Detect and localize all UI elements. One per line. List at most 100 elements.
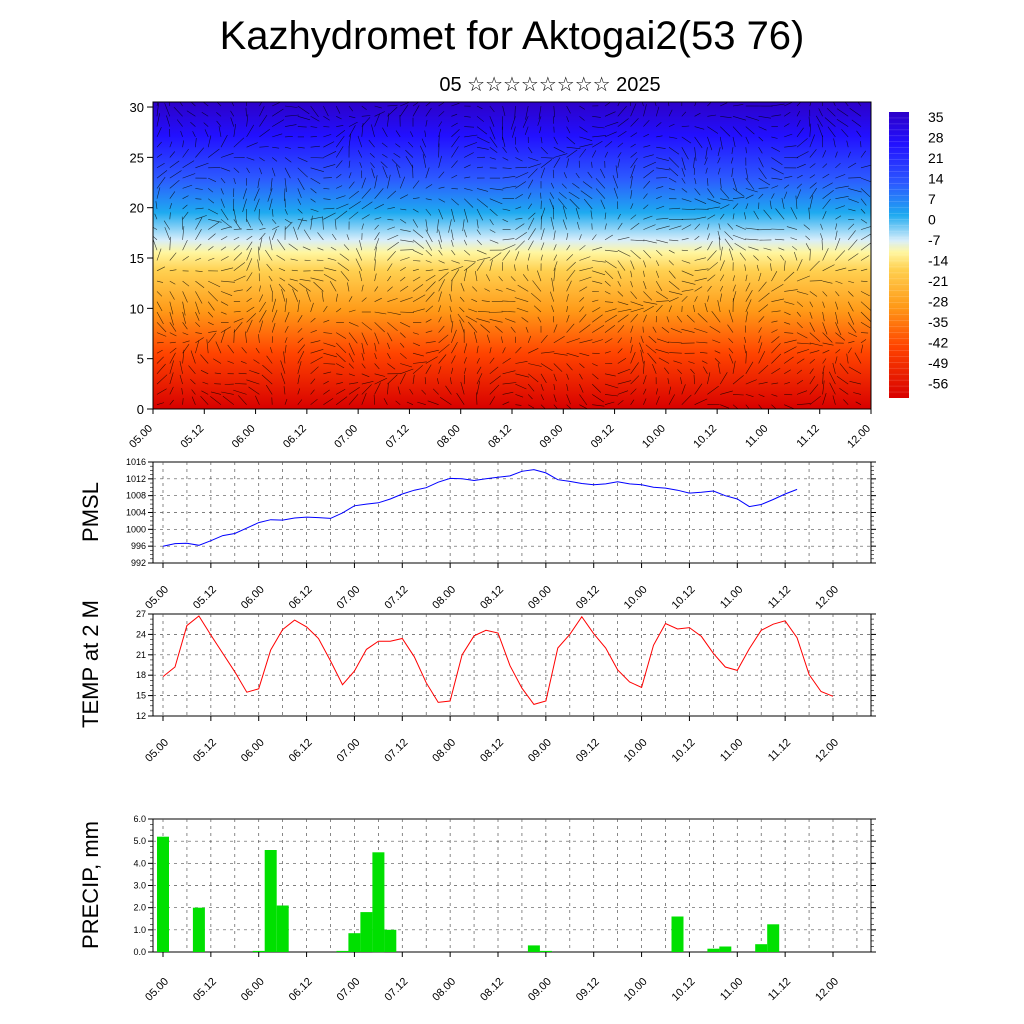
wind-vector <box>374 373 386 377</box>
wind-vector <box>552 205 555 220</box>
wind-vector <box>579 105 585 110</box>
wind-vector <box>720 404 730 409</box>
wind-vector <box>336 185 343 189</box>
wind-vector <box>617 357 627 364</box>
wind-vector <box>860 242 871 251</box>
wind-vector <box>604 324 616 333</box>
x-tick-label: 09.12 <box>574 737 602 765</box>
wind-vector <box>566 280 572 292</box>
wind-vector <box>169 269 177 272</box>
wind-vector <box>438 325 445 333</box>
wind-vector <box>169 372 174 385</box>
wind-vector <box>412 342 421 347</box>
wind-vector <box>182 239 188 251</box>
wind-vector <box>208 257 215 261</box>
wind-vector <box>732 360 736 374</box>
wind-vector <box>425 120 428 127</box>
wind-vector <box>233 244 240 251</box>
wind-vector <box>216 112 222 117</box>
wind-vector <box>758 281 767 292</box>
wind-vector <box>489 105 495 113</box>
wind-vector <box>156 248 162 261</box>
wind-vector <box>395 400 401 405</box>
wind-vector <box>169 291 175 300</box>
wind-vector <box>421 389 427 395</box>
wind-vector <box>720 116 732 119</box>
wind-vector <box>540 146 548 155</box>
wind-vector <box>259 114 268 127</box>
wind-vector <box>233 228 242 230</box>
wind-vector <box>382 127 388 138</box>
wind-vector <box>579 256 591 261</box>
wind-vector <box>827 126 836 138</box>
wind-vector <box>374 377 388 385</box>
x-tick-label: 10.12 <box>670 976 698 1004</box>
wind-vector <box>245 331 247 343</box>
wind-vector <box>566 373 569 380</box>
wind-vector <box>156 153 163 158</box>
wind-vector <box>745 290 753 302</box>
wind-vector <box>849 381 862 385</box>
wind-vector <box>732 284 736 292</box>
wind-vector <box>249 370 260 375</box>
wind-vector <box>323 398 334 405</box>
wind-vector <box>361 188 372 199</box>
wind-vector <box>220 311 227 315</box>
x-tick-label: 11.00 <box>743 423 770 450</box>
wind-vector <box>502 300 516 302</box>
wind-vector <box>195 243 202 251</box>
wind-vector <box>502 147 507 153</box>
wind-vector <box>822 342 834 346</box>
wind-vector <box>668 225 682 230</box>
wind-vector <box>297 350 305 364</box>
wind-vector <box>233 318 244 323</box>
wind-vector <box>832 362 836 374</box>
y-tick-label: 20 <box>130 201 144 216</box>
wind-vector <box>374 113 380 127</box>
wind-vector <box>758 292 770 302</box>
wind-vector <box>259 237 263 251</box>
wind-vector <box>348 394 359 405</box>
wind-vector <box>783 260 786 271</box>
wind-vector <box>451 122 458 127</box>
colorbar-label: -7 <box>928 232 941 248</box>
wind-vector <box>502 176 516 179</box>
wind-vector <box>476 249 487 255</box>
wind-vector <box>451 341 458 354</box>
wind-vector <box>502 370 516 375</box>
wind-vector <box>579 404 589 409</box>
wind-vector <box>658 357 670 364</box>
wind-vector <box>335 105 341 114</box>
wind-vector <box>207 311 214 318</box>
wind-vector <box>805 243 811 251</box>
wind-vector <box>445 385 452 395</box>
wind-vector <box>681 111 687 117</box>
wind-vector <box>809 187 817 199</box>
wind-vector <box>310 302 314 313</box>
wind-vector <box>310 167 324 172</box>
x-tick-label: 11.12 <box>766 976 793 1003</box>
wind-vector <box>369 152 375 158</box>
wind-vector <box>694 102 697 107</box>
y-tick-label: 27 <box>136 609 146 619</box>
wind-vector <box>468 308 478 313</box>
wind-vector <box>517 284 529 292</box>
wind-vector <box>156 113 160 127</box>
wind-vector <box>794 251 798 261</box>
wind-vector <box>271 167 276 177</box>
x-tick-label: 09.12 <box>589 423 617 451</box>
colorbar-label: 0 <box>928 212 936 228</box>
wind-vector <box>348 105 354 112</box>
wind-vector <box>515 206 522 210</box>
wind-vector <box>572 183 580 189</box>
wind-vector <box>387 234 399 241</box>
wind-vector <box>348 211 359 220</box>
wind-vector <box>783 271 795 282</box>
wind-vector <box>744 212 747 220</box>
wind-vector <box>489 126 496 140</box>
wind-vector <box>438 155 442 168</box>
x-tick-label: 07.12 <box>382 976 410 1004</box>
wind-vector <box>457 313 465 323</box>
wind-vector <box>317 232 324 241</box>
wind-vector <box>265 384 273 395</box>
